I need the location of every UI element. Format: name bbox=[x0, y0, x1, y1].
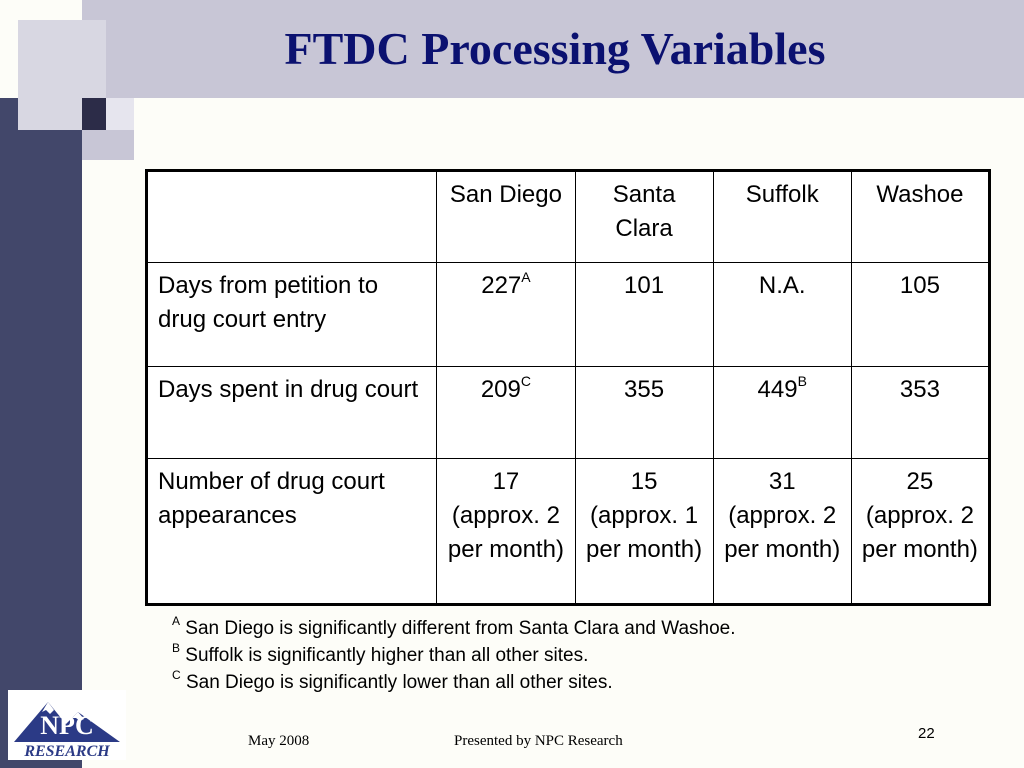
table-cell: 31 (approx. 2 per month) bbox=[712, 458, 852, 605]
npc-research-logo: NPC RESEARCH bbox=[8, 690, 126, 760]
table-cell: 353 bbox=[850, 366, 991, 459]
header-blank bbox=[145, 170, 438, 263]
header-washoe: Washoe bbox=[850, 170, 991, 263]
table-cell: 209C bbox=[436, 366, 576, 459]
decor-square-dark bbox=[82, 98, 106, 130]
footer-date: May 2008 bbox=[248, 733, 310, 749]
left-decor-band bbox=[0, 98, 82, 768]
top-decor-band bbox=[82, 0, 1024, 98]
row-label: Number of drug court appearances bbox=[145, 458, 438, 605]
svg-text:NPC: NPC bbox=[40, 711, 93, 740]
footer-presenter: Presented by NPC Research bbox=[454, 733, 623, 749]
page-number: 22 bbox=[918, 725, 935, 742]
decor-square-pale bbox=[106, 98, 134, 130]
processing-variables-table: San Diego Santa Clara Suffolk Washoe Day… bbox=[145, 169, 991, 606]
table-cell: 25 (approx. 2 per month) bbox=[850, 458, 991, 605]
svg-text:RESEARCH: RESEARCH bbox=[23, 743, 110, 760]
slide-title: FTDC Processing Variables bbox=[284, 23, 826, 74]
table-cell: 101 bbox=[574, 262, 714, 367]
table-cell: 227A bbox=[436, 262, 576, 367]
header-suffolk: Suffolk bbox=[712, 170, 852, 263]
decor-square-mid bbox=[82, 130, 134, 160]
npc-research-mountain-logo-icon: NPC RESEARCH bbox=[14, 702, 120, 760]
table-cell: 105 bbox=[850, 262, 991, 367]
table-cell: 15 (approx. 1 per month) bbox=[574, 458, 714, 605]
footnote: A San Diego is significantly different f… bbox=[172, 613, 736, 639]
table-cell: 17 (approx. 2 per month) bbox=[436, 458, 576, 605]
row-label: Days from petition to drug court entry bbox=[145, 262, 438, 367]
table-row: Days spent in drug court 209C 355 449B 3… bbox=[145, 366, 991, 459]
table-row: Number of drug court appearances 17 (app… bbox=[145, 458, 991, 605]
footnotes: A San Diego is significantly different f… bbox=[172, 615, 736, 696]
table-cell: N.A. bbox=[712, 262, 852, 367]
table-header-row: San Diego Santa Clara Suffolk Washoe bbox=[145, 170, 991, 263]
table-row: Days from petition to drug court entry 2… bbox=[145, 262, 991, 367]
table-cell: 355 bbox=[574, 366, 714, 459]
footnote: B Suffolk is significantly higher than a… bbox=[172, 640, 589, 666]
header-san-diego: San Diego bbox=[436, 170, 576, 263]
header-santa-clara: Santa Clara bbox=[574, 170, 714, 263]
row-label: Days spent in drug court bbox=[145, 366, 438, 459]
table-cell: 449B bbox=[712, 366, 852, 459]
footnote: C San Diego is significantly lower than … bbox=[172, 667, 613, 693]
